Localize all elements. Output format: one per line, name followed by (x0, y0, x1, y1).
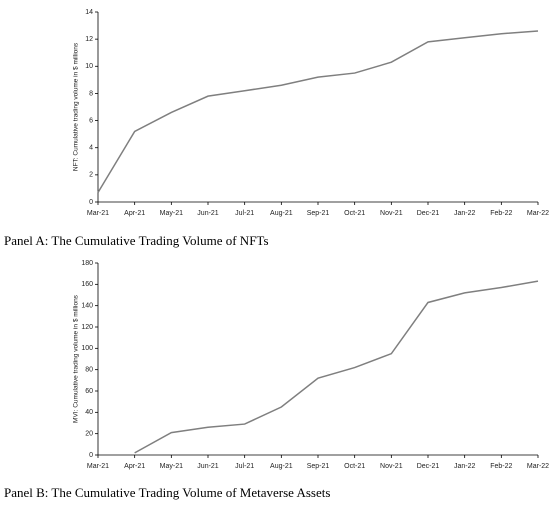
x-tick-label: May-21 (160, 210, 183, 217)
x-tick-label: Oct-21 (344, 210, 365, 217)
x-tick-label: Feb-22 (490, 210, 512, 217)
y-tick-label: 0 (89, 199, 93, 206)
y-tick-label: 160 (81, 281, 93, 288)
x-tick-label: Mar-22 (527, 210, 549, 217)
y-tick-label: 0 (89, 452, 93, 459)
x-tick-label: Nov-21 (380, 210, 403, 217)
x-tick-label: Nov-21 (380, 463, 403, 470)
x-tick-label: Mar-22 (527, 463, 549, 470)
caption: Panel B: The Cumulative Trading Volume o… (4, 485, 330, 500)
y-tick-label: 60 (85, 388, 93, 395)
x-tick-label: Dec-21 (417, 210, 440, 217)
x-tick-label: Dec-21 (417, 463, 440, 470)
x-tick-label: Mar-21 (87, 210, 109, 217)
x-tick-label: Jun-21 (197, 463, 219, 470)
line (97, 30, 539, 193)
y-tick-label: 2 (89, 172, 93, 179)
y-tick-label: 4 (89, 145, 93, 152)
x-tick-label: Jul-21 (235, 210, 254, 217)
x-tick-label: Sep-21 (307, 210, 330, 217)
line (134, 280, 539, 454)
y-tick-label: 100 (81, 345, 93, 352)
caption: Panel A: The Cumulative Trading Volume o… (4, 233, 269, 248)
y-tick-label: 6 (89, 117, 93, 124)
y-tick-label: 10 (85, 63, 93, 70)
y-tick-label: 180 (81, 260, 93, 267)
y-tick-label: 20 (85, 431, 93, 438)
y-axis-label: MVI: Cumulative trading volume in $ mill… (73, 294, 80, 423)
x-tick-label: Jan-22 (454, 463, 476, 470)
y-tick-label: 120 (81, 324, 93, 331)
y-tick-label: 140 (81, 303, 93, 310)
y-tick-label: 12 (85, 36, 93, 43)
x-tick-label: Apr-21 (124, 210, 145, 217)
x-tick-label: Apr-21 (124, 463, 145, 470)
x-tick-label: Sep-21 (307, 463, 330, 470)
x-tick-label: Aug-21 (270, 210, 293, 217)
x-tick-label: Feb-22 (490, 463, 512, 470)
y-tick-label: 40 (85, 409, 93, 416)
x-tick-label: May-21 (160, 463, 183, 470)
x-tick-label: Aug-21 (270, 463, 293, 470)
x-tick-label: Jan-22 (454, 210, 476, 217)
x-tick-label: Jun-21 (197, 210, 219, 217)
x-tick-label: Oct-21 (344, 463, 365, 470)
y-tick-label: 8 (89, 90, 93, 97)
x-tick-label: Jul-21 (235, 463, 254, 470)
y-tick-label: 80 (85, 367, 93, 374)
y-tick-label: 14 (85, 9, 93, 16)
y-axis-label: NFT: Cumulative trading volume in $ mill… (73, 42, 80, 171)
x-tick-label: Mar-21 (87, 463, 109, 470)
